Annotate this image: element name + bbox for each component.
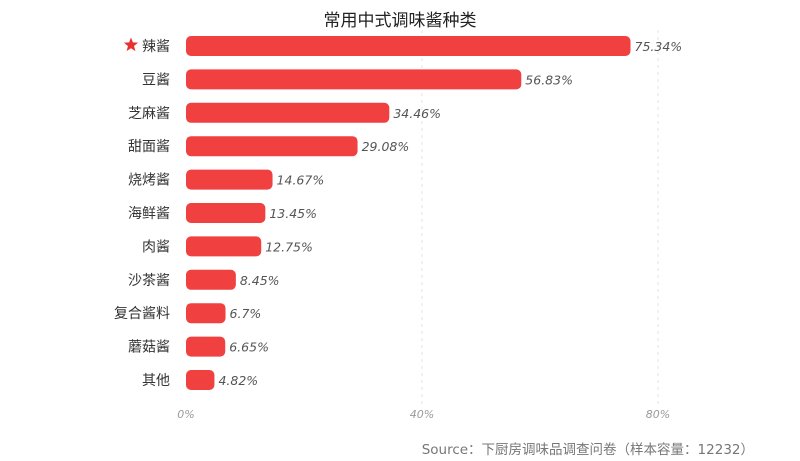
category-label: 甜面酱 <box>128 139 170 155</box>
value-label: 4.82% <box>218 373 258 388</box>
value-label: 14.67% <box>277 173 325 188</box>
value-label: 75.34% <box>635 39 683 54</box>
bar <box>186 236 262 257</box>
value-label: 13.45% <box>269 206 317 221</box>
bar <box>186 303 226 324</box>
bar <box>186 370 215 390</box>
category-label: 肉酱 <box>142 239 170 255</box>
source-note: Source：下厨房调味品调查问卷（样本容量：12232） <box>421 442 754 458</box>
value-label: 8.45% <box>240 273 280 288</box>
bar <box>186 36 631 56</box>
chart-title: 常用中式调味酱种类 <box>323 11 477 31</box>
category-label: 沙茶酱 <box>128 273 170 289</box>
bar <box>186 336 226 357</box>
bar <box>186 136 358 157</box>
x-tick-label: 80% <box>646 408 670 421</box>
bar <box>186 69 522 90</box>
value-label: 6.7% <box>230 306 262 321</box>
bar <box>186 203 266 223</box>
value-label: 6.65% <box>229 340 269 355</box>
bar <box>186 269 236 290</box>
bar <box>186 102 390 123</box>
category-label: 海鲜酱 <box>128 206 170 222</box>
x-tick-label: 40% <box>410 408 434 421</box>
x-tick-label: 0% <box>177 408 194 421</box>
category-label: 辣酱 <box>142 39 170 55</box>
category-label: 豆酱 <box>142 72 170 88</box>
category-label: 芝麻酱 <box>128 106 170 122</box>
category-label: 烧烤酱 <box>128 173 170 189</box>
category-label: 蘑菇酱 <box>128 340 170 356</box>
category-label: 复合酱料 <box>114 305 170 322</box>
value-label: 29.08% <box>362 139 410 154</box>
value-label: 56.83% <box>525 72 573 87</box>
bar <box>186 169 273 190</box>
value-label: 34.46% <box>393 106 441 121</box>
category-label: 其他 <box>142 373 170 389</box>
value-label: 12.75% <box>265 239 313 254</box>
star-icon <box>123 37 139 52</box>
